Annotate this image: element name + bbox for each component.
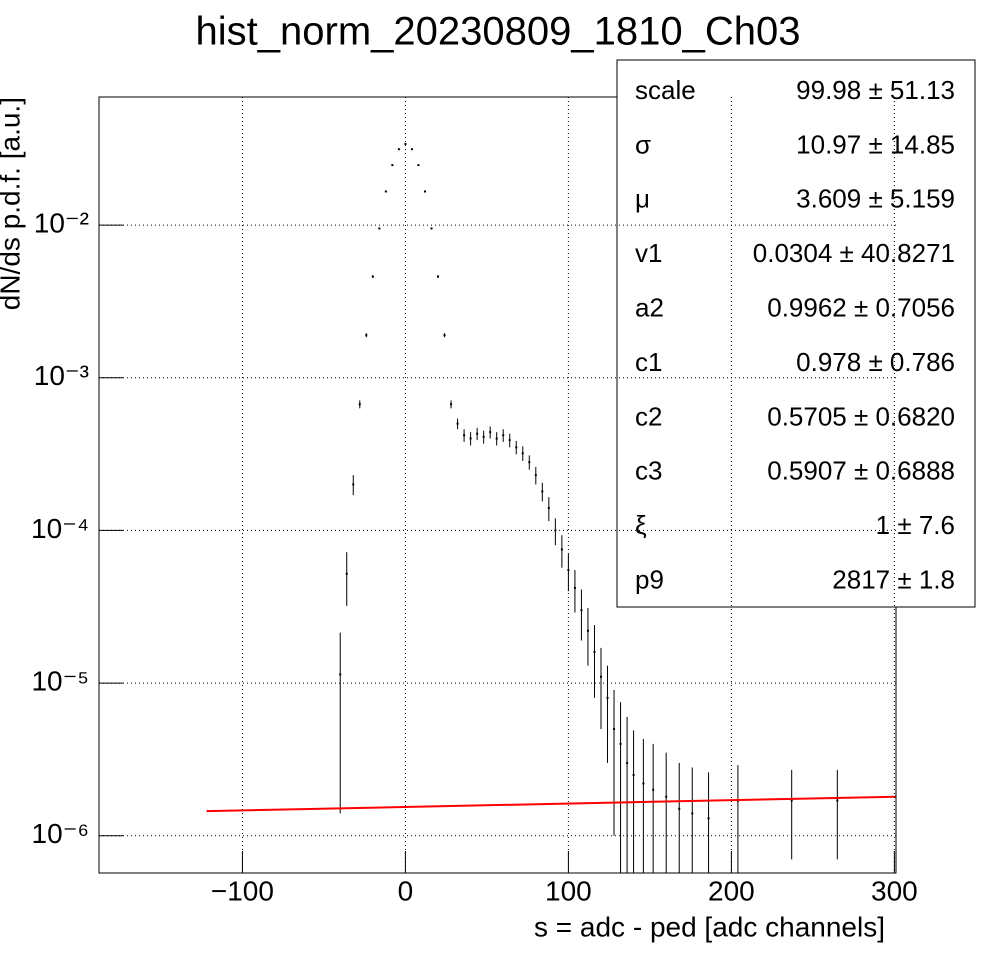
data-point bbox=[547, 507, 550, 510]
data-point bbox=[463, 434, 466, 437]
stats-value: 0.0304 ± 40.8271 bbox=[753, 238, 955, 268]
data-point bbox=[836, 799, 839, 802]
data-point bbox=[642, 782, 645, 785]
data-point bbox=[384, 190, 387, 193]
y-tick-label: 10⁻⁵ bbox=[31, 665, 89, 696]
plot-area bbox=[206, 142, 896, 873]
stats-name: c2 bbox=[635, 401, 662, 431]
data-point bbox=[580, 609, 583, 612]
chart-title: hist_norm_20230809_1810_Ch03 bbox=[196, 10, 801, 54]
data-point bbox=[626, 761, 629, 764]
data-point bbox=[404, 142, 407, 145]
data-point bbox=[707, 817, 710, 820]
x-tick-label: 0 bbox=[398, 875, 414, 906]
data-point bbox=[476, 432, 479, 435]
data-point bbox=[665, 795, 668, 798]
data-point bbox=[378, 227, 381, 230]
y-tick-label: 10⁻⁶ bbox=[32, 818, 89, 849]
data-point bbox=[691, 812, 694, 815]
stats-value: 0.978 ± 0.786 bbox=[796, 347, 955, 377]
data-point bbox=[593, 650, 596, 653]
data-point bbox=[521, 452, 524, 455]
data-point bbox=[515, 446, 518, 449]
data-point bbox=[456, 422, 459, 425]
x-tick-label: 200 bbox=[708, 875, 755, 906]
stats-name: scale bbox=[635, 75, 696, 105]
data-point bbox=[489, 431, 492, 434]
data-point bbox=[502, 434, 505, 437]
stats-value: 10.97 ± 14.85 bbox=[796, 129, 955, 159]
y-axis-label: dN/ds p.d.f. [a.u.] bbox=[0, 97, 25, 310]
data-point bbox=[365, 334, 368, 337]
data-point bbox=[430, 227, 433, 230]
stats-name: μ bbox=[635, 184, 650, 214]
stats-value: 0.9962 ± 0.7056 bbox=[767, 292, 955, 322]
stats-value: 99.98 ± 51.13 bbox=[796, 75, 955, 105]
stats-value: 3.609 ± 5.159 bbox=[796, 184, 955, 214]
y-tick-label: 10⁻² bbox=[34, 207, 89, 238]
stats-name: a2 bbox=[635, 292, 664, 322]
data-point bbox=[397, 148, 400, 151]
stats-value: 0.5705 ± 0.6820 bbox=[767, 401, 955, 431]
data-point bbox=[352, 483, 355, 486]
fit-line bbox=[206, 795, 896, 813]
stats-name: c1 bbox=[635, 347, 662, 377]
data-point bbox=[586, 629, 589, 632]
data-point bbox=[541, 490, 544, 493]
data-point bbox=[339, 673, 342, 676]
data-point bbox=[482, 435, 485, 438]
stats-frame bbox=[616, 59, 976, 608]
x-tick-label: −100 bbox=[211, 875, 274, 906]
stats-name: p9 bbox=[635, 564, 664, 594]
stats-name: v1 bbox=[635, 238, 662, 268]
data-point bbox=[437, 275, 440, 278]
x-tick-label: 300 bbox=[871, 875, 918, 906]
stats-name: c3 bbox=[635, 456, 662, 486]
data-point bbox=[652, 788, 655, 791]
data-point bbox=[790, 799, 793, 802]
stats-value: 2817 ± 1.8 bbox=[832, 564, 955, 594]
stats-box: scale 99.98 ± 51.13 σ 10.97 ± 14.85 μ 3.609 ±… bbox=[616, 59, 976, 608]
data-point bbox=[619, 742, 622, 745]
data-point bbox=[450, 403, 453, 406]
data-point bbox=[508, 439, 511, 442]
data-point bbox=[345, 572, 348, 575]
data-point bbox=[423, 190, 426, 193]
stats-value: 0.5907 ± 0.6888 bbox=[767, 456, 955, 486]
data-point bbox=[469, 437, 472, 440]
y-tick-label: 10⁻⁴ bbox=[31, 513, 89, 544]
data-point bbox=[606, 696, 609, 699]
stats-value: 1 ± 7.6 bbox=[876, 510, 955, 540]
data-point bbox=[371, 275, 374, 278]
data-point bbox=[528, 461, 531, 464]
data-point bbox=[613, 728, 616, 731]
data-point bbox=[678, 807, 681, 810]
data-point bbox=[391, 164, 394, 167]
data-point bbox=[632, 773, 635, 776]
data-point bbox=[417, 164, 420, 167]
data-point bbox=[495, 437, 498, 440]
data-point bbox=[410, 148, 413, 151]
x-tick-label: 100 bbox=[545, 875, 592, 906]
data-point bbox=[599, 675, 602, 678]
data-point bbox=[573, 586, 576, 589]
data-point bbox=[443, 334, 446, 337]
x-axis-label: s = adc - ped [adc channels] bbox=[534, 911, 885, 942]
data-point bbox=[567, 569, 570, 572]
data-point bbox=[560, 548, 563, 551]
data-point bbox=[534, 474, 537, 477]
data-point bbox=[358, 403, 361, 406]
stats-name: ξ bbox=[635, 510, 647, 540]
stats-name: σ bbox=[635, 129, 651, 159]
y-tick-label: 10⁻³ bbox=[34, 360, 89, 391]
